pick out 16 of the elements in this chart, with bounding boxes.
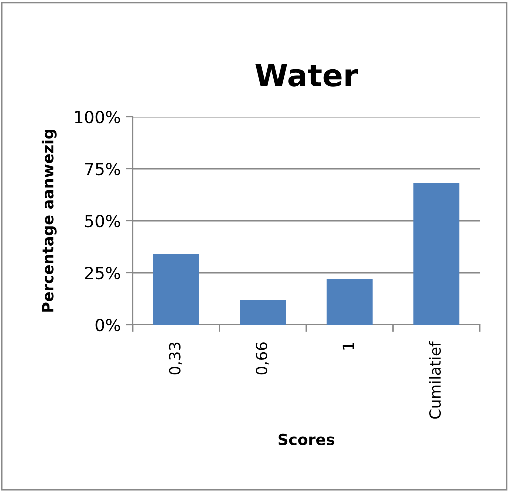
y-tick-label: 100% xyxy=(75,110,120,124)
y-tick-label: 50% xyxy=(85,214,120,228)
bar xyxy=(153,254,200,325)
chart-title: Water xyxy=(256,64,358,87)
y-tick-label: 75% xyxy=(86,162,120,176)
x-tick-label: 1 xyxy=(342,343,354,350)
bar xyxy=(326,279,373,325)
y-axis-title: Percentage aanwezig xyxy=(42,130,57,312)
x-tick-label: 0,66 xyxy=(256,342,270,375)
x-tick-label: 0,33 xyxy=(169,342,182,375)
y-tick-label: 25% xyxy=(85,266,120,280)
bar xyxy=(240,300,286,325)
bar xyxy=(414,184,460,325)
x-tick-label: Cumilatief xyxy=(429,341,442,419)
x-axis-title: Scores xyxy=(278,434,335,446)
y-tick-label: 0% xyxy=(96,318,120,332)
